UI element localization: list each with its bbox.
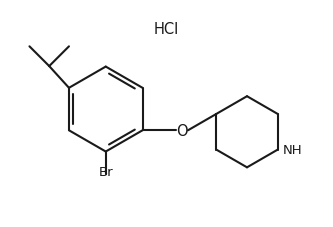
Text: Br: Br	[99, 165, 113, 178]
Text: NH: NH	[283, 143, 302, 156]
Text: O: O	[176, 123, 188, 138]
Text: HCl: HCl	[154, 22, 178, 36]
